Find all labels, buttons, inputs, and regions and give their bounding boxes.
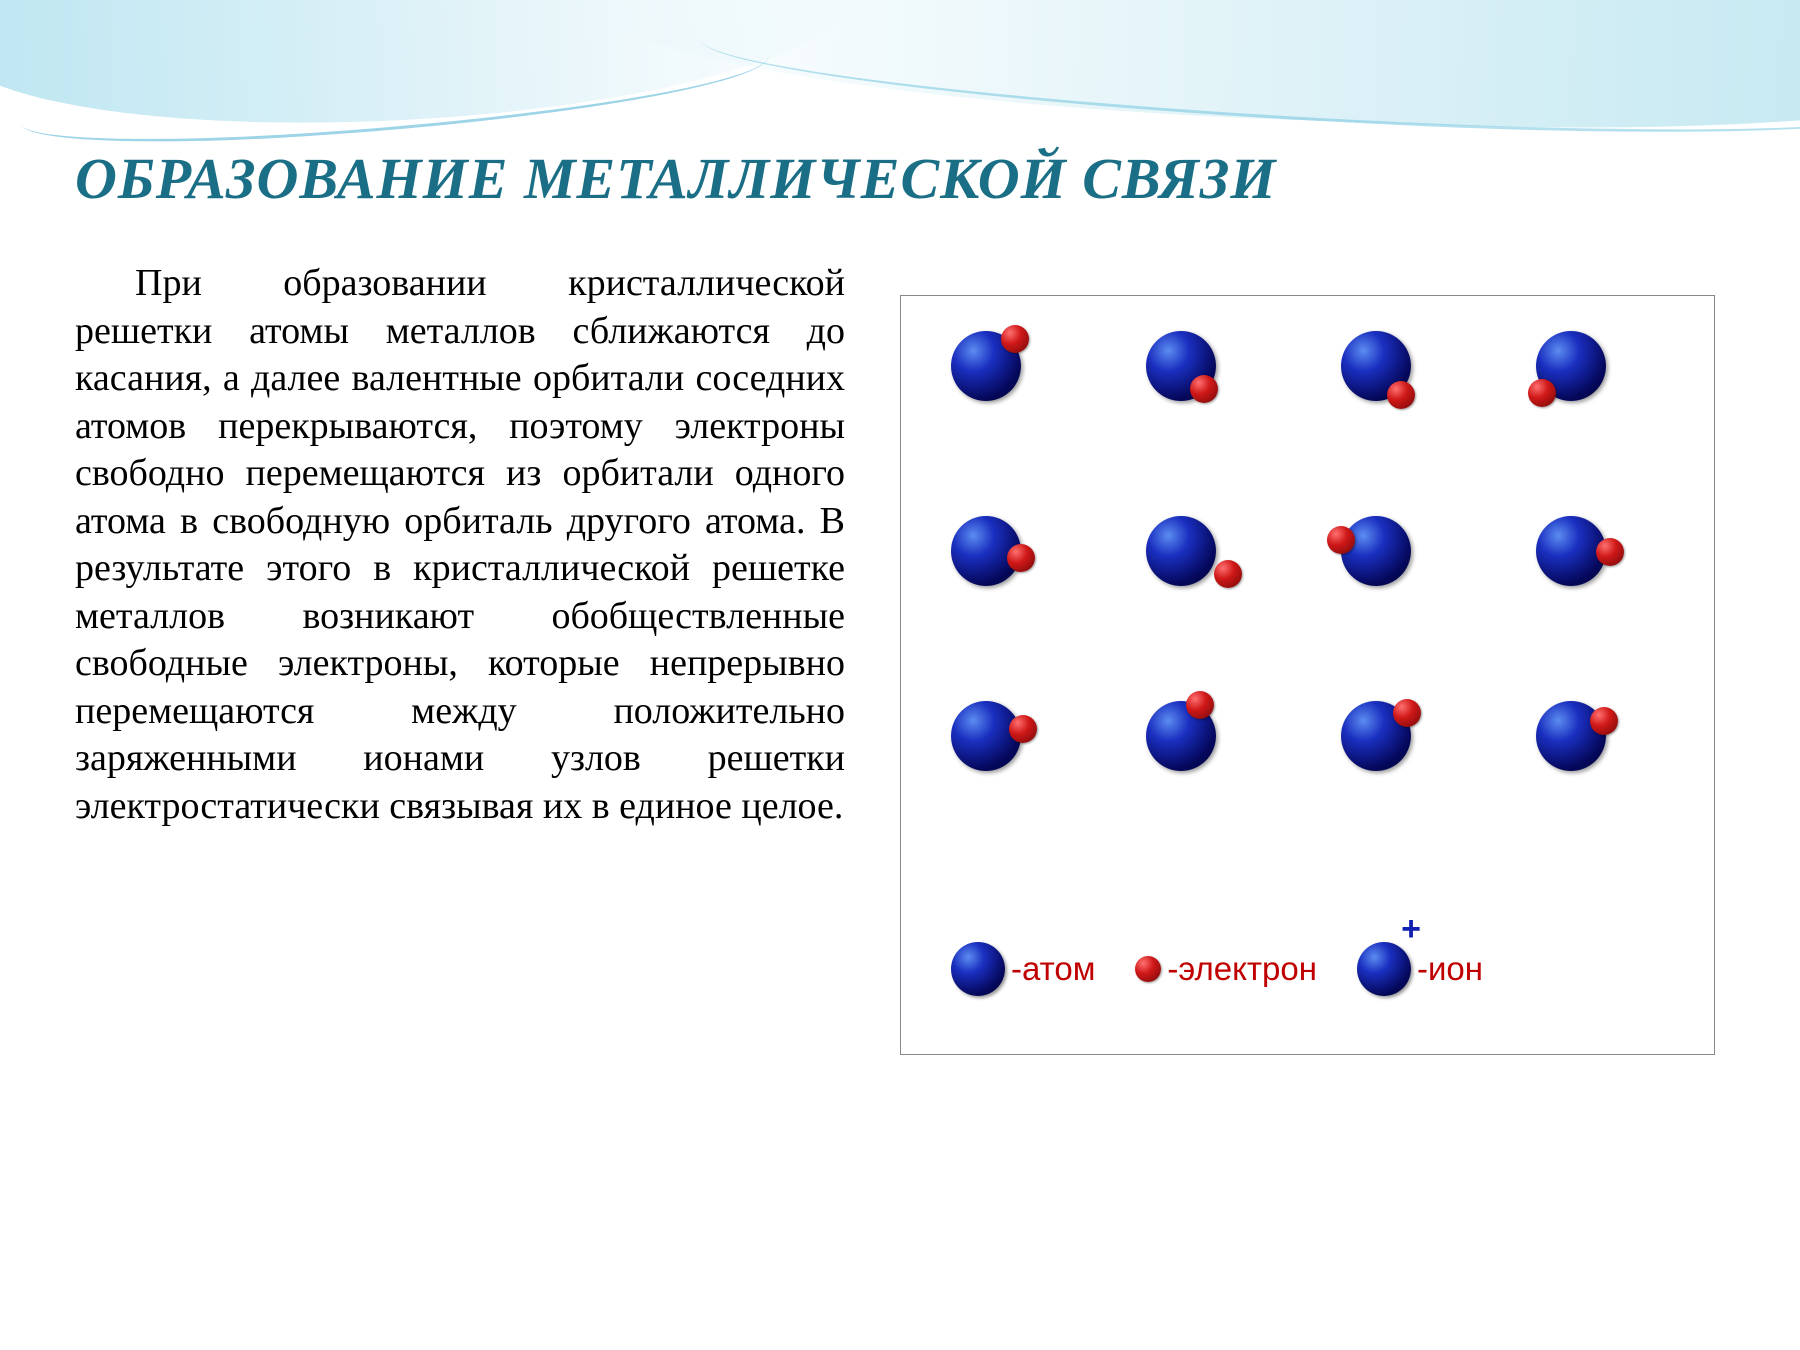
- legend-electron-item: -электрон: [1135, 950, 1317, 988]
- electron-sphere: [1596, 538, 1624, 566]
- atom-icon: [951, 942, 1005, 996]
- body-content: При образовании кристаллической решетки …: [75, 260, 845, 830]
- legend-electron-label: -электрон: [1167, 950, 1317, 988]
- electron-sphere: [1590, 707, 1618, 735]
- diagram-legend: -атом -электрон + -ион: [951, 924, 1671, 1014]
- electron-sphere: [1387, 381, 1415, 409]
- body-paragraph: При образовании кристаллической решетки …: [75, 260, 845, 830]
- plus-symbol: +: [1401, 910, 1421, 949]
- decorative-waves: [0, 0, 1800, 160]
- electron-sphere: [1393, 699, 1421, 727]
- electron-sphere: [1190, 375, 1218, 403]
- legend-atom-label: -атом: [1011, 950, 1095, 988]
- ion-icon-wrap: +: [1357, 942, 1411, 996]
- electron-sphere: [1186, 691, 1214, 719]
- legend-ion-item: + -ион: [1357, 942, 1483, 996]
- atom-sphere: [1146, 516, 1216, 586]
- ion-icon: [1357, 942, 1411, 996]
- electron-sphere: [1528, 379, 1556, 407]
- electron-sphere: [1001, 325, 1029, 353]
- legend-atom-item: -атом: [951, 942, 1095, 996]
- electron-icon: [1135, 956, 1161, 982]
- page-title: ОБРАЗОВАНИЕ МЕТАЛЛИЧЕСКОЙ СВЯЗИ: [75, 145, 1276, 212]
- electron-sphere: [1214, 560, 1242, 588]
- atom-lattice: [951, 331, 1666, 871]
- metallic-bond-diagram: -атом -электрон + -ион: [900, 295, 1715, 1055]
- electron-sphere: [1009, 715, 1037, 743]
- electron-sphere: [1327, 526, 1355, 554]
- atom-sphere: [1341, 516, 1411, 586]
- legend-ion-label: -ион: [1417, 950, 1483, 988]
- electron-sphere: [1007, 544, 1035, 572]
